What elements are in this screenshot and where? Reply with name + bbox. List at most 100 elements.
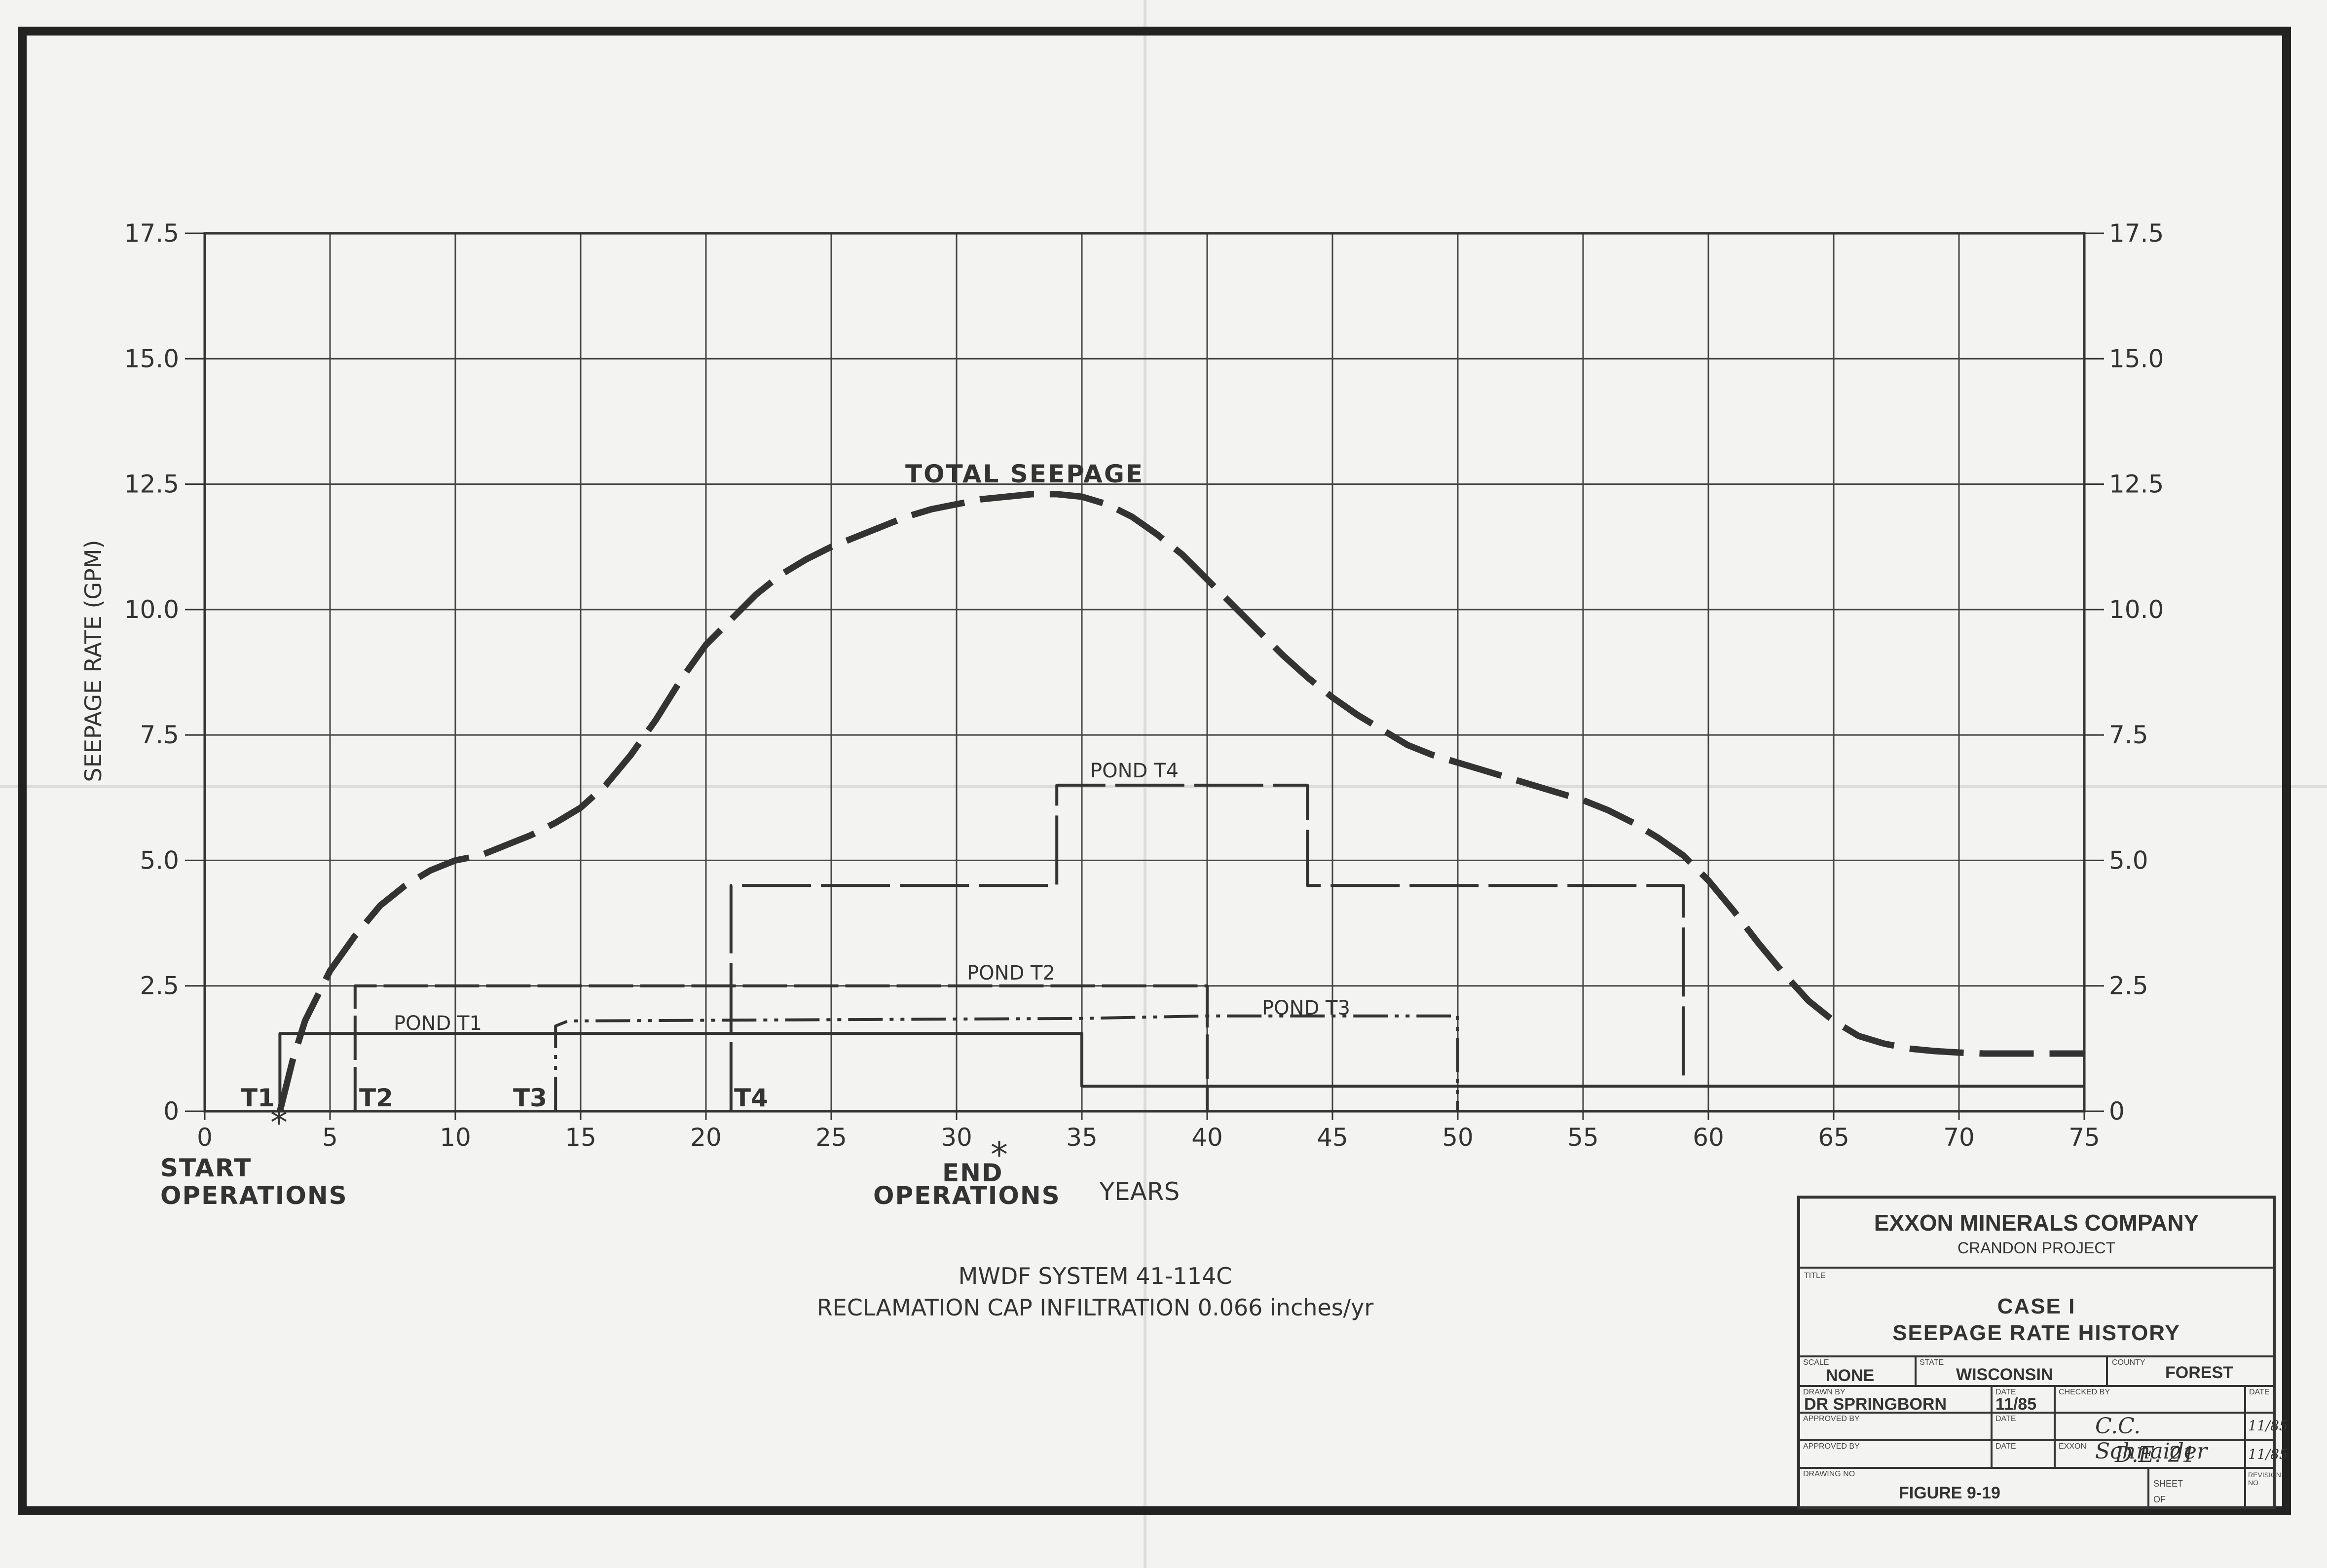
drawn-by-field-label: DRAWN BY	[1803, 1388, 1846, 1396]
scale-field-label: SCALE	[1803, 1358, 1829, 1367]
pond-t2-label: POND T2	[967, 962, 1055, 985]
x-tick-label: 55	[1567, 1123, 1599, 1152]
drawing-frame	[18, 27, 2291, 1515]
x-axis-ticks: 0 5 10 15 20 25 30 35 40 45 50 55 60 65 70 75	[197, 1111, 2100, 1152]
approved-by-field-label: APPROVED BY	[1803, 1415, 1860, 1423]
y-tick-label-left: 2.5	[140, 972, 179, 1000]
y-tick-label-right: 10.0	[2109, 595, 2164, 624]
series-line-pond-t3	[554, 1014, 1459, 1111]
revision-no-field-label: REVISION NO	[2248, 1471, 2281, 1487]
drawn-by-value: DR SPRINGBORN	[1804, 1395, 1947, 1414]
scale-value: NONE	[1826, 1366, 1875, 1385]
series-layer	[277, 491, 2084, 1112]
x-tick-label: 45	[1317, 1123, 1348, 1152]
x-axis-label: YEARS	[1099, 1177, 1180, 1206]
y-tick-label-right: 0	[2109, 1097, 2125, 1126]
signature-2: D.E. 21	[2115, 1442, 2196, 1467]
end-operations-marker: *	[991, 1134, 1008, 1175]
title-block-title-row: TITLE CASE I SEEPAGE RATE HISTORY	[1800, 1269, 2273, 1357]
end-label: END	[942, 1159, 1003, 1187]
pond-t1-label: POND T1	[394, 1012, 482, 1035]
state-field-label: STATE	[1920, 1358, 1944, 1367]
pond-t3-label: POND T3	[1262, 997, 1350, 1020]
title-field-label: TITLE	[1804, 1272, 1826, 1280]
signature-2-date: 11/85	[2248, 1446, 2288, 1462]
x-tick-label: 30	[941, 1123, 972, 1152]
y-axis-right-ticks: 0 2.5 5.0 7.5 10.0 12.5 15.0 17.5	[2084, 219, 2164, 1126]
caption-infiltration: RECLAMATION CAP INFILTRATION 0.066 inche…	[817, 1294, 1374, 1321]
drawn-date-field-label: DATE	[1995, 1388, 2016, 1396]
t2-marker-label: T2	[359, 1084, 393, 1112]
county-field-label: COUNTY	[2112, 1358, 2145, 1367]
plot-area-border	[203, 232, 2086, 1113]
chart-grid	[204, 232, 2085, 1112]
x-tick-label: 15	[565, 1123, 596, 1152]
y-tick-label-right: 7.5	[2109, 721, 2148, 749]
signature-1: C.C. Schnaider	[2095, 1414, 2208, 1464]
state-value: WISCONSIN	[1956, 1365, 2053, 1384]
start-operations-label: OPERATIONS	[160, 1181, 348, 1210]
x-tick-label: 40	[1191, 1123, 1223, 1152]
x-tick-label: 60	[1693, 1123, 1724, 1152]
y-tick-label-left: 10.0	[124, 595, 179, 624]
title-block-company-row: EXXON MINERALS COMPANY CRANDON PROJECT	[1800, 1199, 2273, 1269]
x-tick-label: 0	[197, 1123, 213, 1152]
signature-1-date: 11/85	[2248, 1418, 2288, 1434]
title-block-approved-row-1: APPROVED BY DATE C.C. Schnaider 11/85	[1800, 1414, 2288, 1464]
chart-axes	[203, 232, 2086, 1113]
project-name: CRANDON PROJECT	[1957, 1239, 2115, 1257]
y-tick-label-left: 12.5	[124, 470, 179, 499]
y-tick-label-right: 5.0	[2109, 846, 2148, 875]
start-operations-marker: *	[270, 1102, 288, 1143]
t4-marker-label: T4	[734, 1084, 768, 1112]
t3-marker-label: T3	[513, 1084, 547, 1112]
checked-by-field-label: CHECKED BY	[2059, 1388, 2110, 1396]
drawn-date-value: 11/85	[1995, 1395, 2037, 1414]
t1-marker-label: T1	[241, 1084, 275, 1112]
figure-number: FIGURE 9-19	[1899, 1484, 2000, 1502]
title-line-1: CASE I	[1997, 1294, 2076, 1318]
x-tick-label: 75	[2068, 1123, 2100, 1152]
start-label: START	[160, 1154, 252, 1182]
series-line-pond-t1	[278, 1032, 2084, 1111]
y-tick-label-right: 15.0	[2109, 344, 2164, 373]
y-tick-label-left: 17.5	[124, 219, 179, 248]
x-tick-label: 50	[1442, 1123, 1474, 1152]
series-line-pond-t4	[729, 783, 1685, 1111]
title-line-2: SEEPAGE RATE HISTORY	[1892, 1321, 2180, 1345]
county-value: FOREST	[2165, 1363, 2233, 1382]
series-line-pond-t2	[353, 984, 1209, 1111]
approved-date-field-label: DATE	[1995, 1415, 2016, 1423]
sheet-field-label: SHEET	[2153, 1479, 2183, 1489]
approved-by-field-label-2: APPROVED BY	[1803, 1442, 1860, 1451]
x-tick-label: 25	[815, 1123, 847, 1152]
series-line-total-seepage	[277, 491, 2084, 1112]
title-block-approved-row-2: APPROVED BY DATE EXXON D.E. 21 11/85	[1800, 1441, 2288, 1469]
title-block-drawing-row: DRAWING NO FIGURE 9-19 SHEET OF REVISION…	[1800, 1469, 2281, 1509]
y-tick-label-left: 0	[163, 1097, 179, 1126]
total-seepage-label: TOTAL SEEPAGE	[905, 460, 1144, 488]
title-block-drawn-row: DRAWN BY DR SPRINGBORN DATE 11/85 CHECKE…	[1800, 1387, 2273, 1414]
y-tick-label-right: 2.5	[2109, 972, 2148, 1000]
of-field-label: OF	[2153, 1495, 2166, 1504]
x-tick-label: 35	[1066, 1123, 1098, 1152]
x-tick-label: 65	[1818, 1123, 1849, 1152]
exxon-field-label: EXXON	[2059, 1442, 2087, 1451]
x-tick-label: 10	[440, 1123, 471, 1152]
caption-system: MWDF SYSTEM 41-114C	[959, 1263, 1232, 1289]
x-tick-label: 20	[690, 1123, 722, 1152]
y-tick-label-right: 17.5	[2109, 219, 2164, 248]
end-operations-label: OPERATIONS	[873, 1181, 1061, 1210]
x-tick-label: 5	[322, 1123, 338, 1152]
y-tick-label-left: 5.0	[140, 846, 179, 875]
x-tick-label: 70	[1943, 1123, 1975, 1152]
y-tick-label-left: 15.0	[124, 344, 179, 373]
y-axis-left-ticks: 0 2.5 5.0 7.5 10.0 12.5 15.0 17.5	[124, 219, 205, 1126]
y-tick-label-left: 7.5	[140, 721, 179, 749]
y-axis-label: SEEPAGE RATE (GPM)	[80, 540, 107, 782]
y-tick-label-right: 12.5	[2109, 470, 2164, 499]
approved-date-field-label-2: DATE	[1995, 1442, 2016, 1451]
title-block: EXXON MINERALS COMPANY CRANDON PROJECT T…	[1797, 1196, 2288, 1509]
drawing-no-field-label: DRAWING NO	[1803, 1470, 1855, 1478]
